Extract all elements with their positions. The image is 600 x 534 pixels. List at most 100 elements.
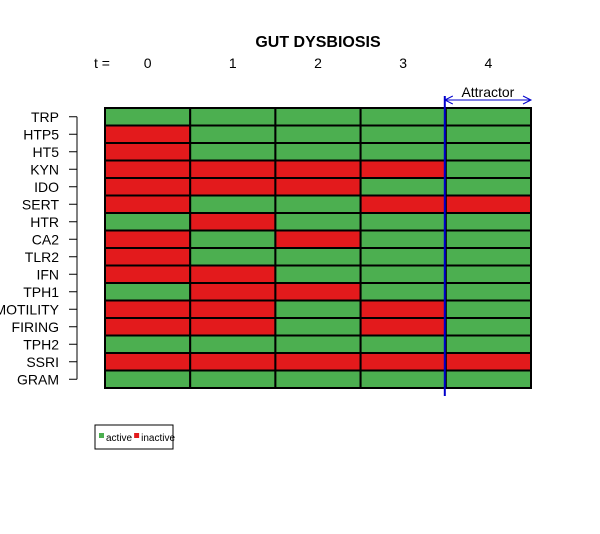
heatmap-cell <box>189 317 277 337</box>
heatmap-cell <box>274 212 362 232</box>
heatmap-cell <box>444 177 532 197</box>
heatmap-cell <box>274 317 362 337</box>
heatmap-cell <box>189 299 277 319</box>
attractor-label: Attractor <box>461 84 514 100</box>
heatmap-cells <box>104 107 532 389</box>
row-label: TRP <box>31 109 59 125</box>
heatmap-cell <box>274 264 362 284</box>
time-step-label: 3 <box>399 55 407 71</box>
heatmap-cell <box>444 124 532 144</box>
heatmap-cell <box>274 177 362 197</box>
heatmap-cell <box>274 369 362 389</box>
heatmap-cell <box>359 369 447 389</box>
heatmap-cell <box>359 352 447 372</box>
heatmap-cell <box>189 212 277 232</box>
attractor-annotation: Attractor <box>443 84 533 396</box>
heatmap-cell <box>189 107 277 127</box>
time-step-labels: 0 1 2 3 4 <box>144 55 493 71</box>
row-label: SSRI <box>26 354 59 370</box>
heatmap-cell <box>359 124 447 144</box>
heatmap-cell <box>274 247 362 267</box>
row-label: TPH2 <box>23 336 59 352</box>
heatmap-cell <box>274 229 362 249</box>
heatmap-cell <box>444 317 532 337</box>
heatmap-cell <box>359 264 447 284</box>
legend-box <box>94 424 174 450</box>
row-label: TPH1 <box>23 284 59 300</box>
heatmap-cell <box>444 247 532 267</box>
heatmap-cell <box>104 369 192 389</box>
attractor-arrowhead-left <box>443 95 454 105</box>
heatmap-cell <box>189 229 277 249</box>
heatmap-cell <box>274 159 362 179</box>
time-step-label: 2 <box>314 55 322 71</box>
row-label: IDO <box>34 179 59 195</box>
heatmap-cell <box>104 212 192 232</box>
heatmap-cell <box>104 107 192 127</box>
heatmap-cell <box>359 317 447 337</box>
heatmap-cell <box>104 352 192 372</box>
heatmap-cell <box>359 107 447 127</box>
heatmap-cell <box>104 299 192 319</box>
heatmap-cell <box>359 194 447 214</box>
heatmap-cell <box>359 177 447 197</box>
heatmap-cell <box>274 282 362 302</box>
time-prefix-label: t = <box>94 55 110 71</box>
heatmap-cell <box>274 334 362 354</box>
heatmap-cell <box>104 334 192 354</box>
heatmap-cell <box>444 107 532 127</box>
row-label: HTR <box>30 214 59 230</box>
heatmap-cell <box>104 159 192 179</box>
heatmap-cell <box>359 299 447 319</box>
legend-label: inactive <box>141 433 175 444</box>
row-label: SERT <box>22 196 60 212</box>
row-label: CA2 <box>32 231 59 247</box>
heatmap-cell <box>274 142 362 162</box>
heatmap-cell <box>189 264 277 284</box>
heatmap-cell <box>189 194 277 214</box>
heatmap-cell <box>359 247 447 267</box>
legend-swatch <box>99 433 104 438</box>
heatmap-cell <box>444 334 532 354</box>
heatmap-cell <box>444 264 532 284</box>
heatmap-cell <box>359 229 447 249</box>
heatmap-cell <box>444 142 532 162</box>
heatmap-cell <box>104 317 192 337</box>
heatmap-cell <box>189 334 277 354</box>
row-label: HT5 <box>33 144 60 160</box>
heatmap-cell <box>189 369 277 389</box>
row-label: FIRING <box>12 319 59 335</box>
heatmap-cell <box>189 282 277 302</box>
heatmap-cell <box>104 177 192 197</box>
heatmap-cell <box>359 282 447 302</box>
legend-label: active <box>106 433 133 444</box>
heatmap-cell <box>104 264 192 284</box>
heatmap-cell <box>104 142 192 162</box>
row-label: TLR2 <box>25 249 59 265</box>
heatmap-cell <box>444 212 532 232</box>
heatmap-cell <box>444 299 532 319</box>
attractor-arrowhead-right <box>522 95 533 105</box>
heatmap-cell <box>274 299 362 319</box>
heatmap-cell <box>189 177 277 197</box>
heatmap-cell <box>189 142 277 162</box>
heatmap-cell <box>359 334 447 354</box>
heatmap-cell <box>359 212 447 232</box>
row-label: GRAM <box>17 371 59 387</box>
legend-swatch <box>134 433 140 438</box>
legend: active inactive <box>94 424 175 450</box>
heatmap-cell <box>444 369 532 389</box>
heatmap-cell <box>274 194 362 214</box>
row-label: IFN <box>36 266 59 282</box>
row-label: KYN <box>30 161 59 177</box>
time-step-label: 1 <box>229 55 237 71</box>
time-step-label: 4 <box>485 55 493 71</box>
heatmap-cell <box>274 124 362 144</box>
heatmap-cell <box>359 159 447 179</box>
row-label: MOTILITY <box>0 301 60 317</box>
heatmap-cell <box>189 159 277 179</box>
heatmap-cell <box>189 124 277 144</box>
heatmap-cell <box>104 194 192 214</box>
